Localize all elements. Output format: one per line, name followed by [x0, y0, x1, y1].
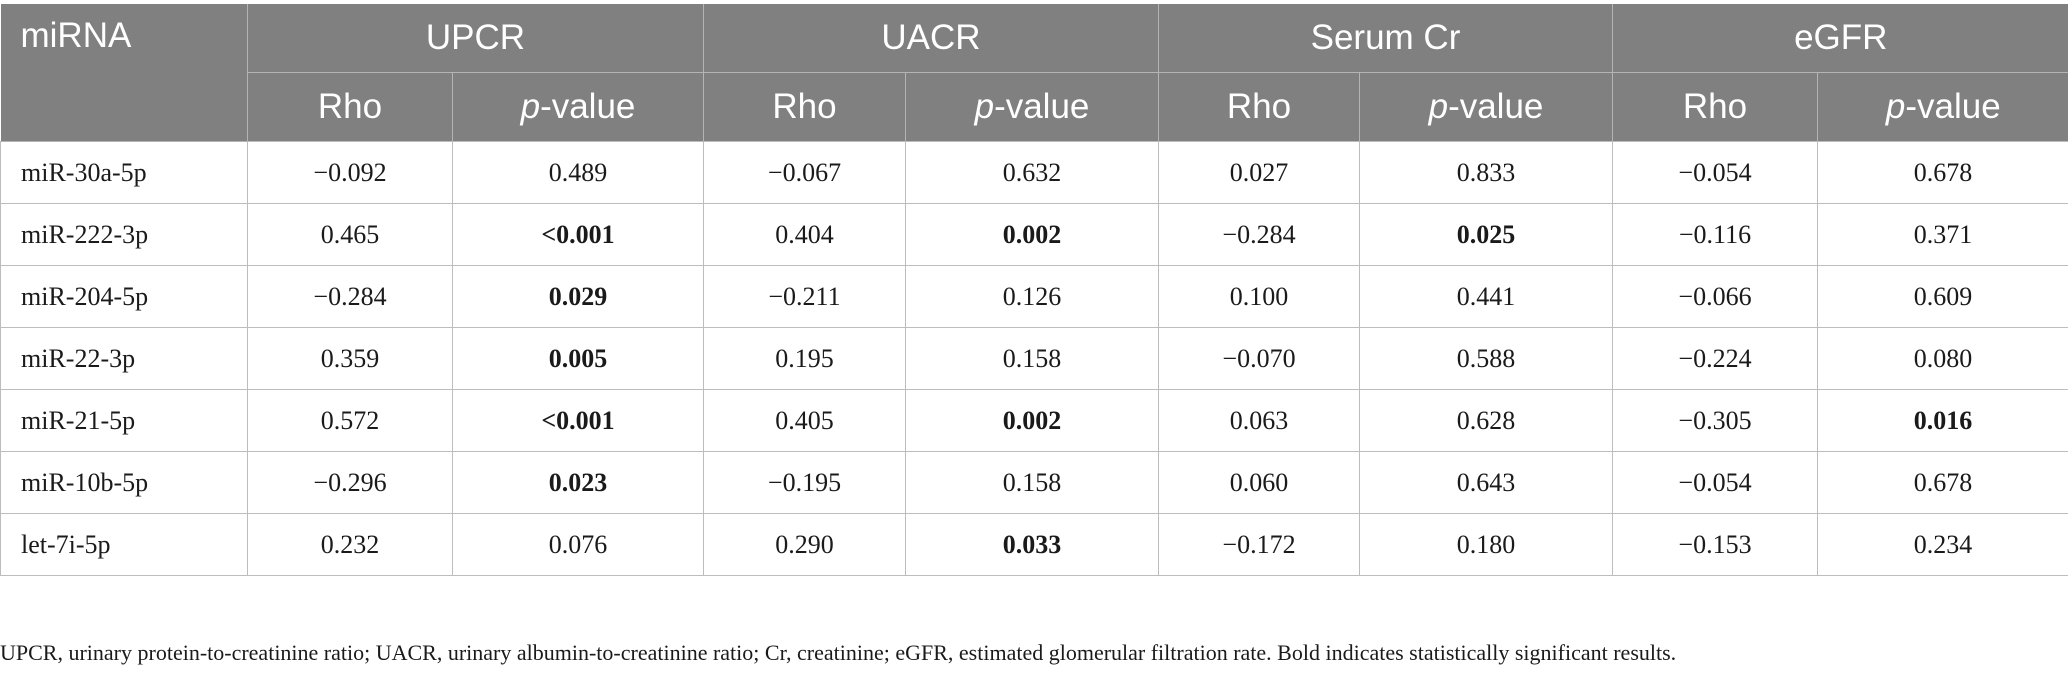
p-value-cell: 0.632 [905, 141, 1159, 204]
rho-cell: 0.060 [1158, 451, 1360, 514]
table-container: miRNA UPCR UACR Serum Cr eGFR Rho p-value… [0, 4, 2068, 576]
mirna-name: miR-30a-5p [0, 141, 248, 204]
p-value-suffix: -value [994, 87, 1090, 126]
subheader-p-value: p-value [452, 72, 704, 142]
subheader-p-value: p-value [1359, 72, 1613, 142]
correlation-table: miRNA UPCR UACR Serum Cr eGFR Rho p-value… [0, 4, 2068, 576]
header-mirna: miRNA [0, 4, 248, 142]
rho-cell: 0.290 [703, 513, 906, 576]
mirna-name: let-7i-5p [0, 513, 248, 576]
p-value-cell: 0.033 [905, 513, 1159, 576]
rho-cell: −0.092 [247, 141, 453, 204]
p-value-cell: 0.833 [1359, 141, 1613, 204]
p-value-cell: 0.441 [1359, 265, 1613, 328]
rho-cell: −0.195 [703, 451, 906, 514]
subheader-rho: Rho [247, 72, 453, 142]
rho-cell: −0.305 [1612, 389, 1818, 452]
header-subcolumns: Rho p-value Rho p-value Rho p-value Rho p-value [1, 72, 2068, 142]
p-value-cell: 0.643 [1359, 451, 1613, 514]
rho-cell: 0.027 [1158, 141, 1360, 204]
p-value-cell: 0.029 [452, 265, 704, 328]
subheader-p-value: p-value [905, 72, 1159, 142]
rho-cell: 0.465 [247, 203, 453, 266]
rho-cell: 0.063 [1158, 389, 1360, 452]
rho-cell: −0.153 [1612, 513, 1818, 576]
p-value-cell: 0.678 [1816, 451, 2068, 514]
p-value-cell: 0.609 [1816, 265, 2068, 328]
p-value-cell: 0.158 [905, 451, 1159, 514]
table-row: miR-204-5p −0.284 0.029 −0.211 0.126 0.100 0.4… [0, 265, 2068, 328]
rho-cell: −0.211 [703, 265, 906, 328]
rho-cell: −0.224 [1612, 327, 1818, 390]
p-value-cell: 0.005 [452, 327, 704, 390]
table-footnote: UPCR, urinary protein-to-creatinine rati… [0, 640, 1677, 665]
rho-cell: 0.100 [1158, 265, 1360, 328]
rho-cell: 0.195 [703, 327, 906, 390]
table-row: miR-222-3p 0.465 <0.001 0.404 0.002 −0.284 0.0… [0, 203, 2068, 266]
p-value-cell: 0.076 [452, 513, 704, 576]
rho-cell: 0.359 [247, 327, 453, 390]
p-value-cell: 0.489 [452, 141, 704, 204]
rho-cell: −0.284 [247, 265, 453, 328]
mirna-name: miR-204-5p [0, 265, 248, 328]
subheader-rho: Rho [703, 72, 906, 142]
table-header: miRNA UPCR UACR Serum Cr eGFR Rho p-value… [0, 4, 2068, 142]
p-value-cell: 0.588 [1359, 327, 1613, 390]
p-value-cell: 0.025 [1359, 203, 1613, 266]
table-row: let-7i-5p 0.232 0.076 0.290 0.033 −0.172 0.180… [0, 513, 2068, 576]
rho-cell: 0.404 [703, 203, 906, 266]
p-value-cell: 0.158 [905, 327, 1159, 390]
table-body: miR-30a-5p −0.092 0.489 −0.067 0.632 0.027 0.8… [0, 141, 2068, 576]
p-value-suffix: -value [1448, 87, 1544, 126]
p-value-cell: 0.371 [1816, 203, 2068, 266]
header-group-egfr: eGFR [1611, 4, 2068, 73]
rho-cell: −0.284 [1158, 203, 1360, 266]
p-value-suffix: -value [540, 87, 636, 126]
mirna-name: miR-22-3p [0, 327, 248, 390]
rho-cell: 0.572 [247, 389, 453, 452]
rho-cell: −0.296 [247, 451, 453, 514]
rho-cell: −0.172 [1158, 513, 1360, 576]
header-group-serum-cr: Serum Cr [1158, 4, 1613, 73]
p-value-cell: 0.234 [1816, 513, 2068, 576]
p-value-cell: 0.002 [905, 389, 1159, 452]
p-value-cell: 0.180 [1359, 513, 1613, 576]
table-row: miR-30a-5p −0.092 0.489 −0.067 0.632 0.027 0.8… [0, 141, 2068, 204]
table-row: miR-10b-5p −0.296 0.023 −0.195 0.158 0.060 0.6… [0, 451, 2068, 514]
p-value-cell: <0.001 [452, 203, 704, 266]
rho-cell: −0.067 [703, 141, 906, 204]
p-value-cell: 0.023 [452, 451, 704, 514]
rho-cell: −0.116 [1612, 203, 1818, 266]
p-italic: p [1885, 87, 1906, 126]
header-group-upcr: UPCR [247, 4, 704, 73]
p-value-cell: 0.628 [1359, 389, 1613, 452]
p-value-cell: 0.126 [905, 265, 1159, 328]
p-italic: p [974, 87, 995, 126]
p-italic: p [520, 87, 541, 126]
rho-cell: −0.054 [1612, 451, 1818, 514]
subheader-rho: Rho [1612, 72, 1818, 142]
p-value-cell: 0.016 [1816, 389, 2068, 452]
header-group-uacr: UACR [703, 4, 1159, 73]
mirna-name: miR-10b-5p [0, 451, 248, 514]
rho-cell: 0.232 [247, 513, 453, 576]
table-row: miR-22-3p 0.359 0.005 0.195 0.158 −0.070 0.588… [0, 327, 2068, 390]
p-italic: p [1428, 87, 1449, 126]
mirna-name: miR-222-3p [0, 203, 248, 266]
rho-cell: −0.054 [1612, 141, 1818, 204]
subheader-p-value: p-value [1816, 72, 2068, 142]
p-value-cell: 0.002 [905, 203, 1159, 266]
p-value-cell: 0.080 [1816, 327, 2068, 390]
p-value-suffix: -value [1905, 87, 2001, 126]
mirna-name: miR-21-5p [0, 389, 248, 452]
subheader-rho: Rho [1158, 72, 1360, 142]
p-value-cell: 0.678 [1816, 141, 2068, 204]
rho-cell: −0.066 [1612, 265, 1818, 328]
p-value-cell: <0.001 [452, 389, 704, 452]
rho-cell: 0.405 [703, 389, 906, 452]
rho-cell: −0.070 [1158, 327, 1360, 390]
table-row: miR-21-5p 0.572 <0.001 0.405 0.002 0.063 0.628… [0, 389, 2068, 452]
